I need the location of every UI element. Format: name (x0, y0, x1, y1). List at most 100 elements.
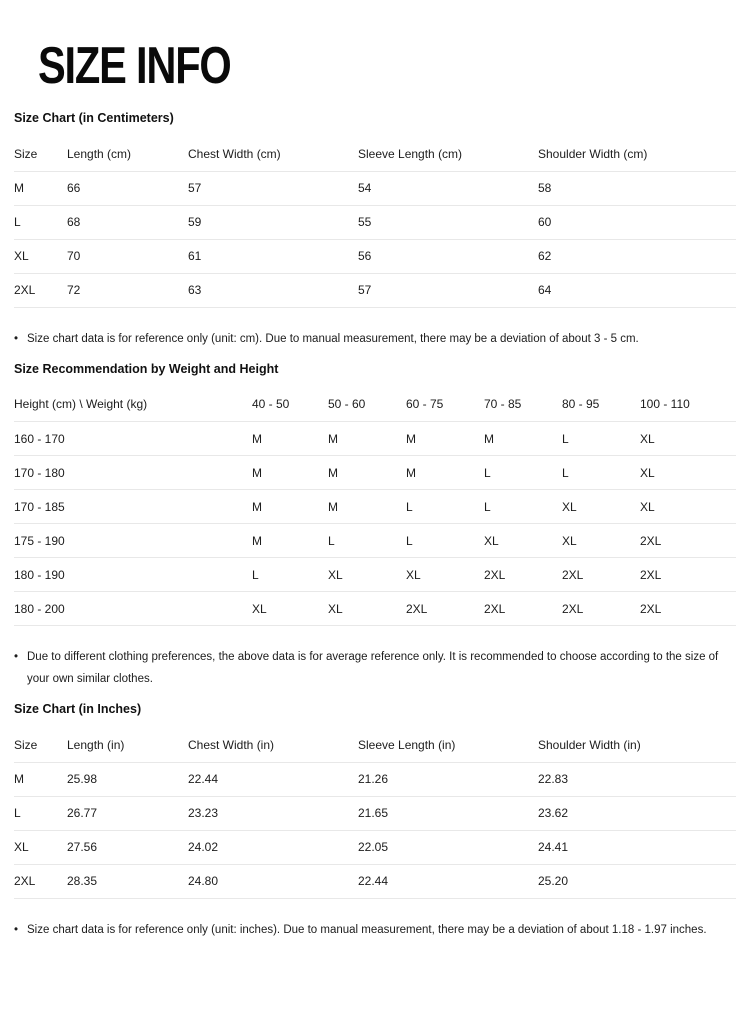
table-cell: 64 (538, 273, 736, 308)
bullet-icon: • (14, 332, 19, 345)
size-info-page: SIZE INFO Size Chart (in Centimeters) Si… (0, 37, 750, 941)
section-title-cm: Size Chart (in Centimeters) (14, 111, 174, 125)
table-cell: 72 (67, 273, 188, 308)
section-title-recommendation: Size Recommendation by Weight and Height (14, 361, 279, 376)
bullet-icon: • (14, 923, 19, 936)
table-cell: XL (484, 523, 562, 558)
size-chart-inches-table: Size Length (in) Chest Width (in) Sleeve Le… (14, 728, 736, 899)
table-row: 170 - 180 M M M L L XL (14, 455, 736, 490)
table-cell: L (562, 421, 640, 456)
table-cell: 180 - 190 (14, 557, 252, 592)
table-cell: 57 (188, 171, 358, 206)
table-cell: 23.23 (188, 796, 358, 831)
table-cell: XL (562, 523, 640, 558)
table-cell: 63 (188, 273, 358, 308)
table-cell: M (252, 523, 328, 558)
page-title: SIZE INFO (38, 37, 232, 95)
column-header: Size (14, 728, 67, 763)
table-row: 180 - 190 L XL XL 2XL 2XL 2XL (14, 557, 736, 592)
table-cell: 2XL (640, 557, 736, 592)
table-cell: 24.80 (188, 864, 358, 899)
table-row: XL 70 61 56 62 (14, 239, 736, 274)
bullet-icon: • (14, 651, 19, 663)
footnote-text: Due to different clothing preferences, t… (27, 651, 719, 685)
table-cell: M (252, 455, 328, 490)
table-cell: XL (640, 455, 736, 490)
table-cell: L (406, 523, 484, 558)
table-cell: 2XL (640, 591, 736, 626)
column-header: 40 - 50 (252, 387, 328, 422)
table-cell: 62 (538, 239, 736, 274)
table-cell: 2XL (562, 557, 640, 592)
table-cell: M (252, 421, 328, 456)
table-cell: 28.35 (67, 864, 188, 899)
column-header: Length (cm) (67, 137, 188, 172)
table-cell: L (484, 455, 562, 490)
column-header: 80 - 95 (562, 387, 640, 422)
column-header: Sleeve Length (cm) (358, 137, 538, 172)
table-cell: XL (14, 830, 67, 865)
table-cell: 22.83 (538, 762, 736, 797)
table-cell: 54 (358, 171, 538, 206)
table-cell: XL (406, 557, 484, 592)
table-cell: 25.98 (67, 762, 188, 797)
table-row: 180 - 200 XL XL 2XL 2XL 2XL 2XL (14, 591, 736, 626)
table-cell: 61 (188, 239, 358, 274)
column-header: Chest Width (cm) (188, 137, 358, 172)
table-cell: M (252, 489, 328, 524)
table-row: M 66 57 54 58 (14, 171, 736, 206)
table-cell: XL (252, 591, 328, 626)
column-header: Sleeve Length (in) (358, 728, 538, 763)
table-cell: 2XL (484, 557, 562, 592)
column-header: Chest Width (in) (188, 728, 358, 763)
column-header: Size (14, 137, 67, 172)
table-cell: XL (328, 557, 406, 592)
header-row: Size Length (in) Chest Width (in) Sleeve Le… (14, 728, 736, 763)
table-row: 2XL 28.35 24.80 22.44 25.20 (14, 864, 736, 899)
column-header: 60 - 75 (406, 387, 484, 422)
table-cell: 24.41 (538, 830, 736, 865)
table-cell: 68 (67, 205, 188, 240)
size-chart-cm-table: Size Length (cm) Chest Width (cm) Sleeve Le… (14, 137, 736, 308)
footnote-text: Size chart data is for reference only (u… (27, 332, 639, 345)
table-cell: M (328, 421, 406, 456)
column-header: Height (cm) \ Weight (kg) (14, 387, 252, 422)
column-header: Shoulder Width (cm) (538, 137, 736, 172)
header-row: Height (cm) \ Weight (kg) 40 - 50 50 - 60 6… (14, 387, 736, 422)
table-cell: 27.56 (67, 830, 188, 865)
table-cell: 56 (358, 239, 538, 274)
table-cell: M (406, 455, 484, 490)
size-recommendation-table: Height (cm) \ Weight (kg) 40 - 50 50 - 60 6… (14, 387, 736, 626)
table-cell: 170 - 185 (14, 489, 252, 524)
footnote-inches: • Size chart data is for reference only … (14, 919, 736, 941)
column-header: Length (in) (67, 728, 188, 763)
table-cell: 160 - 170 (14, 421, 252, 456)
table-cell: L (484, 489, 562, 524)
table-row: M 25.98 22.44 21.26 22.83 (14, 762, 736, 797)
table-cell: 175 - 190 (14, 523, 252, 558)
table-cell: 59 (188, 205, 358, 240)
table-cell: M (328, 489, 406, 524)
table-cell: M (328, 455, 406, 490)
footnote-text: Size chart data is for reference only (u… (27, 923, 707, 936)
table-cell: 23.62 (538, 796, 736, 831)
footnote-recommendation: • Due to different clothing preferences,… (14, 646, 736, 690)
table-cell: 60 (538, 205, 736, 240)
table-row: L 68 59 55 60 (14, 205, 736, 240)
header-row: Size Length (cm) Chest Width (cm) Sleeve Le… (14, 137, 736, 172)
table-cell: 2XL (14, 864, 67, 899)
table-cell: 2XL (484, 591, 562, 626)
table-cell: 2XL (14, 273, 67, 308)
table-row: 170 - 185 M M L L XL XL (14, 489, 736, 524)
table-cell: 2XL (562, 591, 640, 626)
table-cell: M (14, 762, 67, 797)
table-cell: 57 (358, 273, 538, 308)
table-cell: XL (562, 489, 640, 524)
table-cell: XL (14, 239, 67, 274)
table-cell: 58 (538, 171, 736, 206)
table-cell: M (14, 171, 67, 206)
table-cell: XL (328, 591, 406, 626)
table-cell: 22.44 (358, 864, 538, 899)
table-cell: 180 - 200 (14, 591, 252, 626)
table-cell: 22.44 (188, 762, 358, 797)
